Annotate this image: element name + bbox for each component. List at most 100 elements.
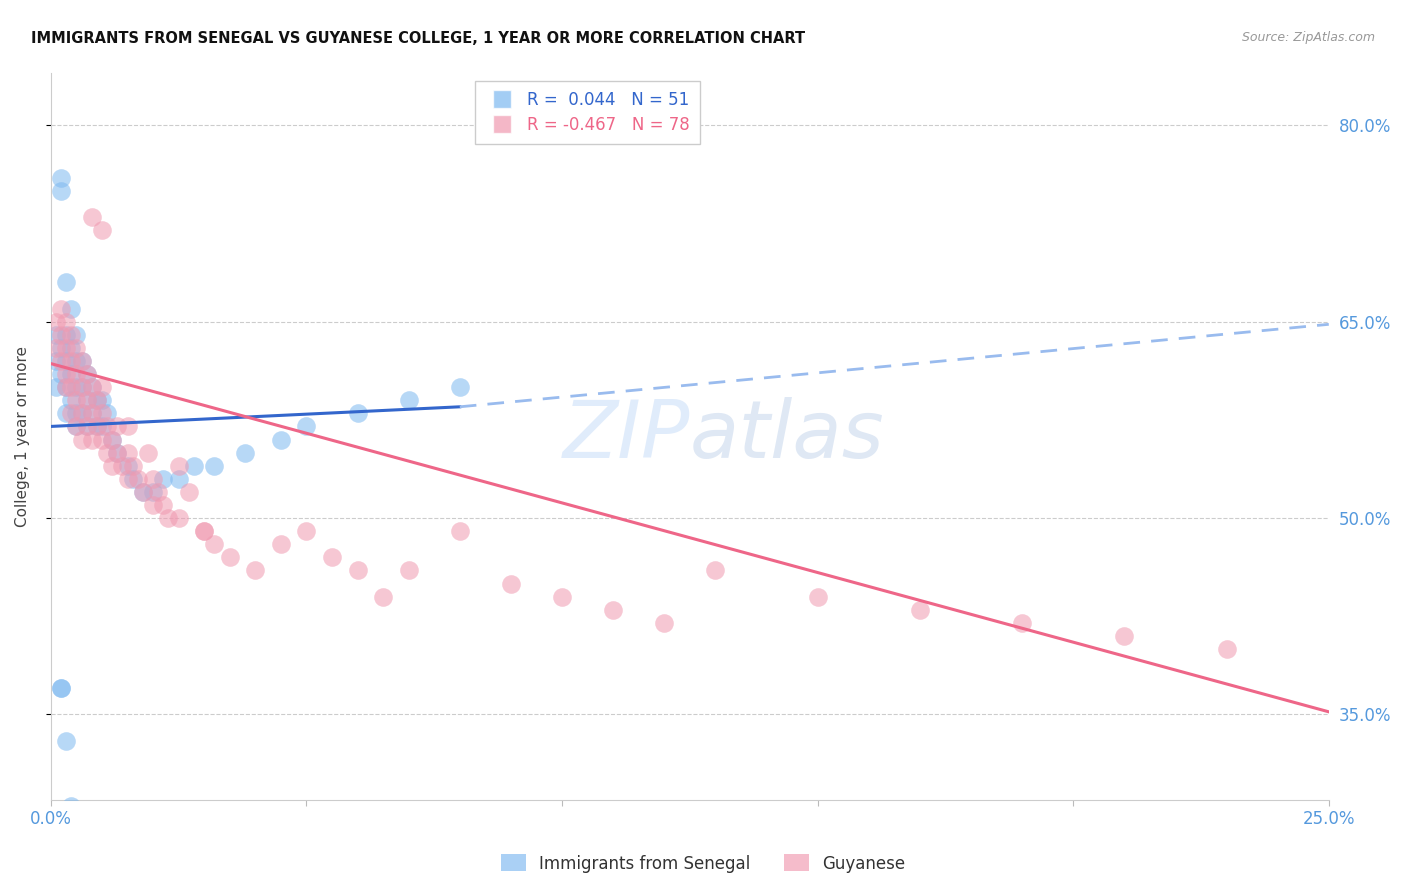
Point: [101, 433, 124, 447]
Point: [371, 590, 394, 604]
Point: [60, 341, 83, 355]
Point: [65, 419, 87, 434]
Point: [55, 354, 77, 368]
Point: [60, 799, 83, 814]
Point: [65, 393, 87, 408]
Point: [60, 354, 83, 368]
Point: [70, 380, 93, 394]
Point: [60, 301, 83, 316]
Point: [91, 223, 114, 237]
Point: [96, 445, 118, 459]
Point: [704, 563, 727, 577]
Point: [55, 341, 77, 355]
Point: [55, 315, 77, 329]
Point: [245, 563, 267, 577]
Point: [60, 367, 83, 381]
Point: [117, 458, 139, 473]
Point: [148, 484, 170, 499]
Point: [1215, 642, 1237, 657]
Point: [49, 184, 72, 198]
Point: [49, 341, 72, 355]
Legend: Immigrants from Senegal, Guyanese: Immigrants from Senegal, Guyanese: [494, 847, 912, 880]
Point: [76, 367, 98, 381]
Point: [60, 380, 83, 394]
Point: [49, 681, 72, 696]
Point: [80, 433, 103, 447]
Point: [65, 367, 87, 381]
Point: [91, 406, 114, 420]
Point: [76, 367, 98, 381]
Point: [65, 354, 87, 368]
Point: [76, 419, 98, 434]
Point: [70, 433, 93, 447]
Point: [117, 419, 139, 434]
Point: [652, 615, 675, 630]
Point: [551, 590, 574, 604]
Point: [55, 327, 77, 342]
Point: [157, 511, 180, 525]
Point: [49, 367, 72, 381]
Point: [60, 327, 83, 342]
Point: [65, 380, 87, 394]
Point: [80, 406, 103, 420]
Point: [70, 380, 93, 394]
Point: [152, 472, 174, 486]
Point: [142, 498, 165, 512]
Point: [202, 458, 225, 473]
Point: [70, 406, 93, 420]
Point: [96, 419, 118, 434]
Point: [295, 524, 318, 538]
Point: [152, 498, 174, 512]
Point: [142, 472, 165, 486]
Point: [136, 445, 159, 459]
Point: [270, 433, 292, 447]
Point: [49, 327, 72, 342]
Point: [105, 445, 128, 459]
Point: [449, 524, 471, 538]
Point: [346, 406, 368, 420]
Point: [398, 393, 420, 408]
Point: [49, 301, 72, 316]
Point: [76, 419, 98, 434]
Point: [193, 524, 215, 538]
Point: [105, 445, 128, 459]
Point: [233, 445, 256, 459]
Point: [49, 354, 72, 368]
Point: [121, 472, 143, 486]
Point: [70, 354, 93, 368]
Point: [65, 406, 87, 420]
Point: [101, 433, 124, 447]
Point: [321, 550, 343, 565]
Y-axis label: College, 1 year or more: College, 1 year or more: [15, 346, 30, 527]
Point: [91, 393, 114, 408]
Point: [270, 537, 292, 551]
Point: [76, 393, 98, 408]
Point: [45, 341, 67, 355]
Point: [65, 419, 87, 434]
Point: [499, 576, 522, 591]
Point: [70, 406, 93, 420]
Point: [111, 458, 134, 473]
Legend: R =  0.044   N = 51, R = -0.467   N = 78: R = 0.044 N = 51, R = -0.467 N = 78: [475, 81, 700, 144]
Point: [80, 380, 103, 394]
Point: [807, 590, 830, 604]
Point: [346, 563, 368, 577]
Point: [908, 603, 931, 617]
Point: [86, 393, 108, 408]
Point: [55, 380, 77, 394]
Point: [96, 406, 118, 420]
Point: [45, 380, 67, 394]
Point: [183, 458, 205, 473]
Point: [91, 419, 114, 434]
Point: [202, 537, 225, 551]
Point: [76, 393, 98, 408]
Point: [127, 472, 149, 486]
Point: [55, 380, 77, 394]
Point: [65, 327, 87, 342]
Point: [86, 393, 108, 408]
Point: [55, 276, 77, 290]
Point: [55, 733, 77, 747]
Point: [1114, 629, 1136, 643]
Point: [142, 484, 165, 499]
Point: [121, 458, 143, 473]
